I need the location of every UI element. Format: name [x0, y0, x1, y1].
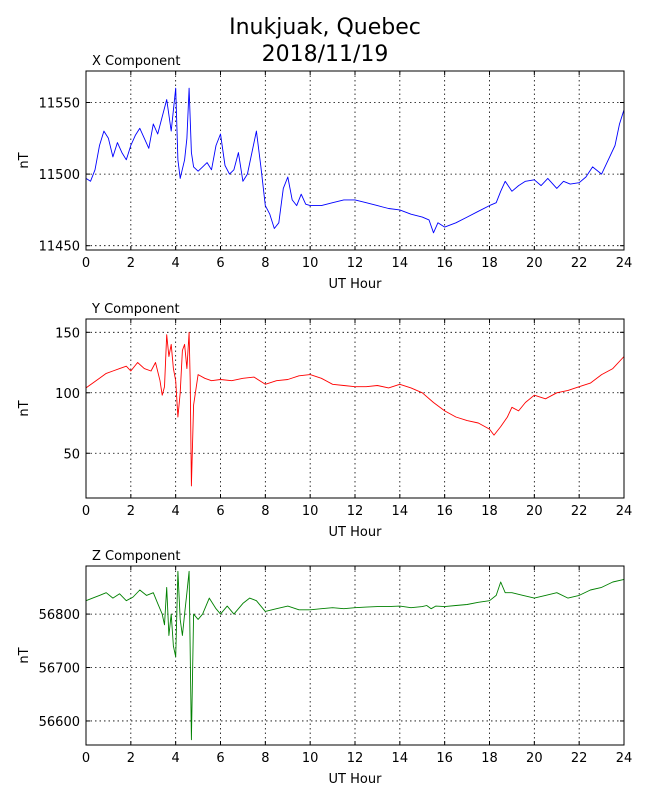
panel-y-xtick-label: 24 — [616, 504, 633, 519]
panel-x-ylabel: nT — [17, 152, 32, 168]
panel-x-xtick-label: 0 — [82, 256, 90, 271]
panel-x-xlabel: UT Hour — [329, 277, 383, 292]
panel-z-xtick-label: 12 — [347, 751, 364, 766]
panel-z-ytick-label: 56700 — [39, 662, 80, 677]
panel-z-xtick-label: 6 — [216, 751, 224, 766]
panel-x-ytick-label: 11550 — [39, 97, 80, 112]
panel-z-xlabel: UT Hour — [329, 772, 383, 787]
panel-z-ylabel: nT — [17, 647, 32, 663]
panel-z-xtick-label: 20 — [526, 751, 543, 766]
panel-x-xtick-label: 8 — [261, 256, 269, 271]
panel-z-ytick-label: 56600 — [39, 715, 80, 730]
panel-y-xtick-label: 12 — [347, 504, 364, 519]
panel-x-series-line — [85, 87, 625, 234]
panel-x-ytick-label: 11500 — [39, 168, 80, 183]
panel-z-xtick-label: 16 — [436, 751, 453, 766]
panel-z-ytick-label: 56800 — [39, 608, 80, 623]
panel-y-xtick-label: 16 — [436, 504, 453, 519]
panel-x-ytick-label: 11450 — [39, 240, 80, 255]
panel-y-ylabel: nT — [17, 400, 32, 416]
panel-x-xtick-label: 22 — [571, 256, 588, 271]
panel-y-xtick-label: 8 — [261, 504, 269, 519]
panel-y-ytick-label: 100 — [55, 387, 80, 402]
panel-x-title: X Component — [92, 54, 181, 69]
panel-z-xtick-label: 18 — [481, 751, 498, 766]
panel-z-xtick-label: 4 — [172, 751, 180, 766]
panel-x-xtick-label: 2 — [127, 256, 135, 271]
panel-z-xtick-label: 22 — [571, 751, 588, 766]
panel-y-xtick-label: 4 — [172, 504, 180, 519]
panel-y-xtick-label: 20 — [526, 504, 543, 519]
panel-z-title: Z Component — [92, 549, 181, 564]
panel-z-xtick-label: 0 — [82, 751, 90, 766]
panel-x-xtick-label: 6 — [216, 256, 224, 271]
panel-y-xtick-label: 2 — [127, 504, 135, 519]
panel-y-frame — [85, 318, 625, 499]
figure-title-line2: 2018/11/19 — [262, 42, 389, 67]
figure-title-line1: Inukjuak, Quebec — [229, 15, 421, 40]
panel-y-ytick-label: 150 — [55, 326, 80, 341]
panel-x-xtick-label: 10 — [302, 256, 319, 271]
panel-y-xtick-label: 22 — [571, 504, 588, 519]
panel-y-title: Y Component — [91, 302, 180, 317]
panel-z-xtick-label: 8 — [261, 751, 269, 766]
panel-z-xtick-label: 2 — [127, 751, 135, 766]
panel-y-xtick-label: 18 — [481, 504, 498, 519]
panel-x-xtick-label: 12 — [347, 256, 364, 271]
panel-z-frame — [85, 565, 625, 746]
panel-x-xtick-label: 14 — [392, 256, 409, 271]
panel-x-xtick-label: 4 — [172, 256, 180, 271]
panel-y-ytick-label: 50 — [63, 447, 80, 462]
panel-y-xtick-label: 0 — [82, 504, 90, 519]
panel-y-series-line — [85, 331, 625, 487]
panel-x-xtick-label: 24 — [616, 256, 633, 271]
panel-z-xtick-label: 14 — [392, 751, 409, 766]
panel-x-xtick-label: 18 — [481, 256, 498, 271]
panel-x-xtick-label: 20 — [526, 256, 543, 271]
panel-y-xtick-label: 6 — [216, 504, 224, 519]
panel-z-xtick-label: 10 — [302, 751, 319, 766]
panel-y-xtick-label: 14 — [392, 504, 409, 519]
panel-z-series-line — [85, 570, 625, 741]
panel-y-xtick-label: 10 — [302, 504, 319, 519]
panel-z-xtick-label: 24 — [616, 751, 633, 766]
panel-x-xtick-label: 16 — [436, 256, 453, 271]
panel-y-xlabel: UT Hour — [329, 525, 383, 540]
panel-x-frame — [85, 70, 625, 251]
